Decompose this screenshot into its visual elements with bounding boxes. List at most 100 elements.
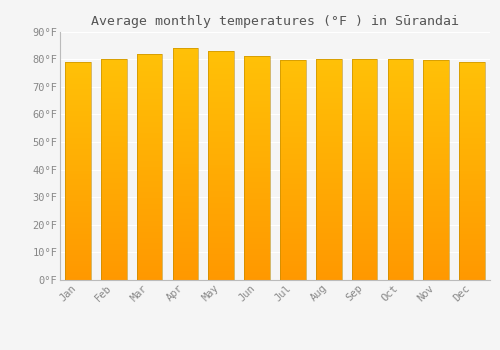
Bar [459, 141, 485, 144]
Bar [208, 231, 234, 234]
Bar [65, 198, 91, 201]
Bar [280, 266, 306, 269]
Bar [136, 206, 162, 209]
Bar [101, 100, 126, 103]
Bar [280, 148, 306, 151]
Bar [316, 90, 342, 92]
Bar [316, 167, 342, 169]
Bar [459, 274, 485, 277]
Bar [244, 204, 270, 207]
Bar [280, 231, 306, 233]
Bar [316, 244, 342, 247]
Bar [388, 100, 413, 103]
Bar [101, 230, 126, 233]
Bar [316, 264, 342, 266]
Bar [244, 255, 270, 258]
Bar [388, 258, 413, 261]
Bar [424, 63, 449, 66]
Bar [208, 251, 234, 254]
Bar [208, 166, 234, 168]
Bar [172, 141, 199, 144]
Bar [101, 239, 126, 241]
Bar [424, 233, 449, 236]
Bar [280, 184, 306, 187]
Bar [101, 114, 126, 117]
Bar [352, 264, 378, 266]
Bar [208, 248, 234, 251]
Bar [101, 208, 126, 211]
Bar [172, 202, 199, 205]
Bar [172, 118, 199, 120]
Bar [280, 83, 306, 85]
Bar [424, 239, 449, 241]
Bar [459, 163, 485, 166]
Bar [424, 258, 449, 261]
Bar [208, 177, 234, 180]
Bar [316, 203, 342, 205]
Bar [459, 62, 485, 65]
Bar [136, 235, 162, 238]
Bar [172, 164, 199, 167]
Bar [65, 266, 91, 269]
Bar [459, 217, 485, 220]
Bar [172, 60, 199, 63]
Bar [316, 250, 342, 252]
Bar [172, 109, 199, 112]
Bar [388, 200, 413, 203]
Bar [136, 82, 162, 85]
Bar [244, 207, 270, 210]
Bar [101, 178, 126, 181]
Bar [172, 193, 199, 196]
Bar [172, 237, 199, 239]
Bar [101, 68, 126, 70]
Bar [101, 112, 126, 114]
Bar [388, 164, 413, 167]
Bar [316, 274, 342, 277]
Bar [208, 68, 234, 71]
Bar [280, 269, 306, 272]
Bar [244, 179, 270, 182]
Bar [172, 147, 199, 149]
Bar [459, 198, 485, 201]
Bar [352, 98, 378, 100]
Bar [352, 277, 378, 280]
Bar [280, 162, 306, 165]
Bar [459, 264, 485, 266]
Bar [459, 81, 485, 84]
Bar [101, 59, 126, 62]
Bar [136, 96, 162, 99]
Bar [65, 247, 91, 250]
Bar [208, 111, 234, 114]
Bar [280, 156, 306, 159]
Bar [316, 205, 342, 208]
Bar [280, 124, 306, 126]
Bar [388, 150, 413, 153]
Bar [352, 192, 378, 194]
Bar [352, 244, 378, 247]
Bar [280, 168, 306, 170]
Bar [459, 160, 485, 163]
Bar [352, 100, 378, 103]
Bar [459, 130, 485, 133]
Bar [136, 90, 162, 93]
Bar [388, 159, 413, 161]
Bar [244, 202, 270, 204]
Bar [316, 114, 342, 117]
Bar [280, 222, 306, 225]
Bar [352, 186, 378, 189]
Bar [459, 269, 485, 272]
Bar [388, 205, 413, 208]
Bar [244, 56, 270, 59]
Bar [136, 133, 162, 136]
Bar [280, 214, 306, 217]
Bar [136, 99, 162, 102]
Bar [244, 196, 270, 199]
Bar [280, 74, 306, 77]
Bar [172, 120, 199, 124]
Bar [136, 121, 162, 124]
Bar [388, 95, 413, 98]
Bar [65, 149, 91, 152]
Bar [352, 189, 378, 192]
Bar [136, 127, 162, 130]
Bar [424, 118, 449, 121]
